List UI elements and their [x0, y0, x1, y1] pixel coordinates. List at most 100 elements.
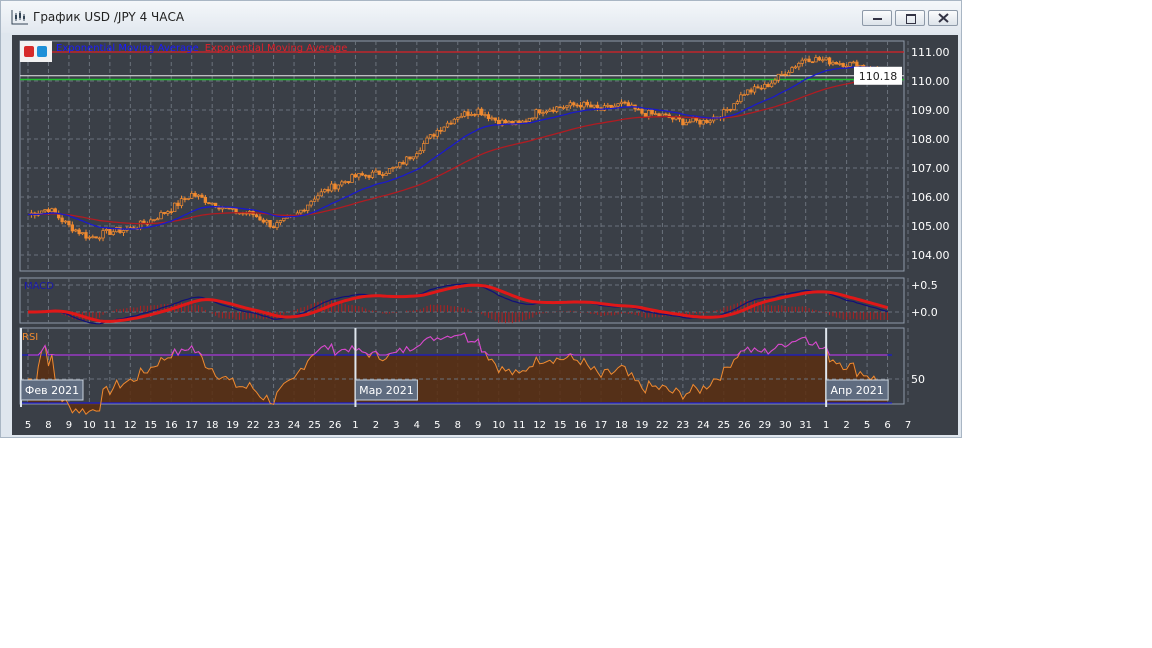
candle — [162, 212, 167, 214]
macd-label: MACD — [24, 281, 54, 292]
candle — [261, 219, 265, 223]
candle — [193, 193, 197, 197]
candle — [176, 202, 180, 207]
candle — [647, 110, 651, 117]
month-label: Мар 2021 — [359, 384, 414, 397]
maximize-button[interactable] — [895, 10, 925, 26]
minimize-icon — [873, 18, 882, 20]
candle — [231, 207, 235, 210]
candle — [749, 89, 753, 93]
price-tick-label: 104.00 — [911, 249, 950, 262]
candle — [851, 61, 856, 64]
candle — [333, 183, 337, 190]
candle — [763, 84, 767, 89]
candle — [111, 231, 115, 235]
candle — [121, 230, 126, 233]
candle — [302, 209, 306, 212]
chart-area[interactable]: 5 8 9 10 11 12 15 16 17 18 19 22 23 24 25 26 1 2 3 4 5 8 9 10 11… — [12, 35, 958, 435]
candle — [565, 105, 569, 108]
date-tick-label: 12 — [124, 420, 137, 431]
candle — [684, 122, 688, 126]
candle — [746, 89, 750, 95]
candle — [265, 220, 269, 223]
minimize-button[interactable] — [862, 10, 892, 26]
date-tick-label: 29 — [758, 420, 771, 431]
date-tick-label: 2 — [843, 420, 849, 431]
date-tick-label: 6 — [884, 420, 890, 431]
date-tick-label: 24 — [288, 420, 301, 431]
candle — [790, 67, 794, 73]
candle — [329, 183, 334, 192]
current-price-badge — [854, 66, 902, 85]
candle — [500, 119, 504, 126]
candle — [80, 232, 85, 235]
date-tick-label: 16 — [574, 420, 587, 431]
candle — [408, 156, 412, 160]
candle — [698, 120, 702, 125]
legend-item: Exponential Moving Average — [205, 43, 348, 54]
candle — [572, 102, 576, 106]
date-tick-label: 23 — [267, 420, 280, 431]
close-button[interactable] — [928, 10, 958, 26]
candle — [595, 104, 600, 109]
candle — [60, 217, 64, 223]
candle — [650, 110, 654, 115]
candle — [838, 63, 842, 65]
price-chart[interactable]: 5 8 9 10 11 12 15 16 17 18 19 22 23 24 25 26 1 2 3 4 5 8 9 10 11… — [12, 35, 958, 435]
date-tick-label: 7 — [905, 420, 911, 431]
candle — [807, 58, 811, 63]
candle — [578, 104, 583, 108]
window-title: График USD /JPY 4 ЧАСА — [33, 10, 185, 24]
candle — [742, 94, 746, 96]
candle — [299, 209, 303, 214]
candle — [108, 229, 112, 235]
candle — [732, 103, 736, 110]
candle — [592, 104, 596, 108]
candle — [561, 107, 566, 109]
candle — [435, 129, 439, 137]
candle — [190, 193, 194, 199]
candle — [364, 174, 368, 177]
date-tick-label: 19 — [636, 420, 649, 431]
candle — [541, 112, 545, 114]
candle — [353, 174, 358, 178]
candle — [398, 162, 402, 168]
date-tick-label: 18 — [615, 420, 628, 431]
date-tick-label: 18 — [206, 420, 219, 431]
candle — [439, 129, 443, 132]
candle — [183, 198, 187, 200]
candle — [411, 156, 416, 160]
candle — [759, 87, 763, 90]
date-tick-label: 17 — [595, 420, 608, 431]
candle — [336, 184, 341, 190]
price-tick-label: 106.00 — [911, 191, 950, 204]
candle — [524, 120, 528, 123]
candle — [537, 109, 542, 114]
candle — [377, 170, 381, 175]
candle — [387, 168, 392, 174]
candle — [258, 216, 262, 221]
date-tick-label: 1 — [352, 420, 358, 431]
candle — [306, 204, 310, 211]
candle — [527, 117, 532, 122]
candle — [626, 102, 630, 108]
candle — [67, 220, 71, 226]
candle — [374, 170, 378, 173]
candle — [517, 120, 521, 124]
candle — [442, 126, 446, 132]
candle — [200, 194, 204, 198]
date-tick-label: 11 — [513, 420, 526, 431]
candle — [278, 220, 283, 223]
macd-signal-line — [27, 283, 888, 323]
date-tick-label: 12 — [533, 420, 546, 431]
candle — [449, 122, 453, 125]
date-tick-label: 4 — [414, 420, 420, 431]
candle — [159, 212, 163, 220]
candle — [367, 175, 371, 178]
candle — [653, 113, 658, 116]
date-tick-label: 26 — [329, 420, 342, 431]
date-tick-label: 2 — [373, 420, 379, 431]
candle — [87, 236, 92, 239]
price-tick-label: 111.00 — [911, 46, 950, 59]
candle — [309, 201, 313, 206]
